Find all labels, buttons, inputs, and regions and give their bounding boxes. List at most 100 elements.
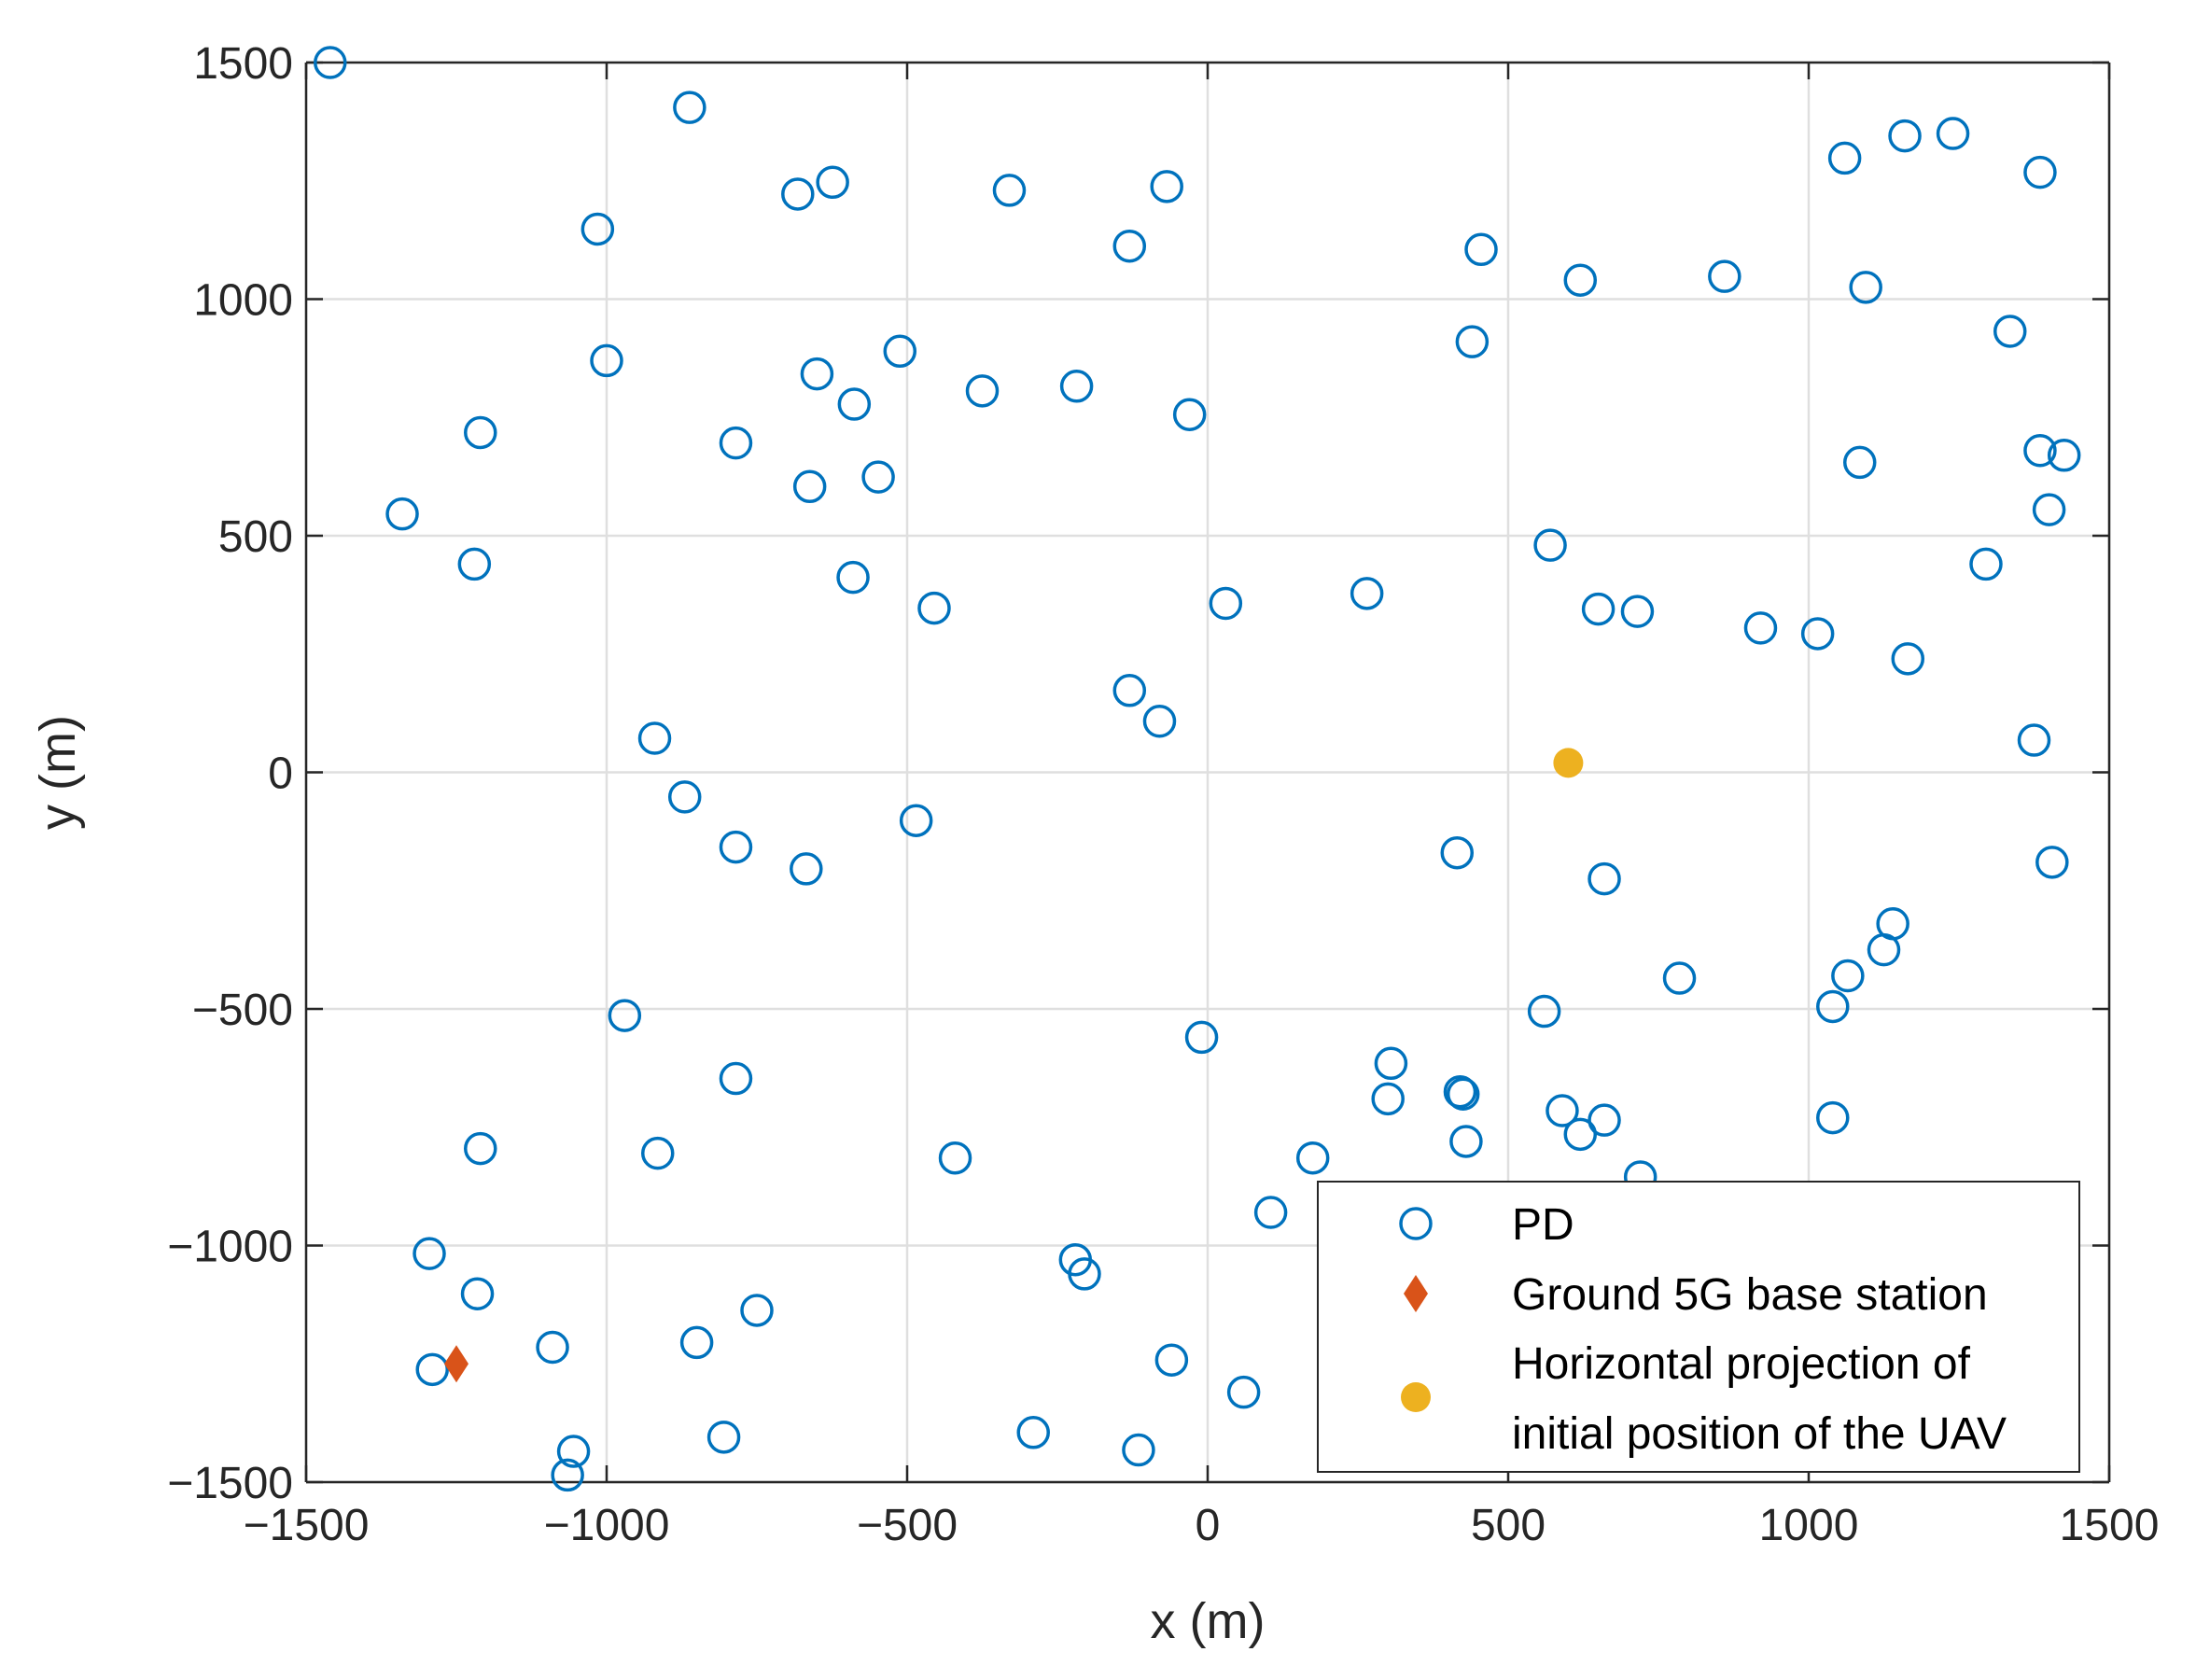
pd-point-2 [580,212,615,246]
legend-pd-label: PD [1512,1200,1574,1250]
pd-point-59 [1449,1125,1483,1158]
pd-point-69 [1831,959,1865,993]
pd-point-28 [667,780,702,814]
pd-point-25 [1112,674,1147,707]
pd-point-88 [1464,232,1498,267]
y-tick-label: −1000 [167,1223,293,1272]
pd-point-39 [460,1277,495,1310]
pd-point-78 [1620,595,1655,628]
pd-point-13 [1059,370,1094,403]
legend-box [1317,1181,2080,1473]
pd-point-60 [1440,835,1475,870]
pd-point-33 [719,1061,753,1096]
pd-point-44 [679,1325,714,1360]
x-tick-label: 500 [1471,1501,1546,1550]
pd-point-79 [1581,592,1616,626]
pd-point-30 [790,852,823,886]
pd-point-32 [608,999,642,1032]
legend-base-station-label: Ground 5G base station [1512,1270,1988,1320]
pd-point-31 [899,804,933,837]
pd-point-22 [917,591,951,625]
pd-point-87 [1455,325,1490,358]
pd-point-27 [637,721,672,755]
pd-point-24 [1350,577,1384,610]
x-tick-label: −1500 [244,1501,370,1550]
uav-initial-position-point [1553,748,1584,778]
pd-point-81 [1969,547,2003,581]
y-tick-label: −500 [192,986,293,1035]
pd-point-3 [781,177,815,211]
legend-uav-marker [1401,1382,1431,1412]
y-tick-label: 1500 [193,39,293,89]
pd-point-90 [1708,259,1741,293]
pd-point-75 [1891,642,1925,676]
y-axis-ticks: −1500 −1000 −500 0 500 1000 1500 [167,39,2109,1508]
pd-point-6 [1150,170,1183,203]
pd-point-49 [1068,1257,1101,1291]
pd-point-74 [2017,723,2051,757]
x-tick-label: 0 [1196,1501,1221,1550]
pd-point-9 [883,334,917,369]
pd-point-19 [385,497,419,531]
pd-point-14 [1172,398,1207,431]
pd-point-84 [2047,439,2081,472]
pd-point-29 [719,830,753,864]
pd-point-71 [1876,906,1909,941]
pd-point-16 [719,426,753,460]
pd-point-52 [1226,1375,1261,1409]
pd-point-0 [314,46,347,79]
pd-point-43 [551,1458,584,1492]
pd-point-42 [556,1435,591,1468]
pd-point-54 [1295,1141,1330,1175]
pd-point-73 [2035,846,2069,879]
y-tick-label: 1000 [193,276,293,326]
data-marks [314,46,2081,1492]
pd-point-1 [673,91,706,124]
pd-point-10 [800,357,834,391]
pd-point-18 [861,460,895,494]
pd-point-34 [938,1141,972,1175]
legend-uav-label-line-1: Horizontal projection of [1512,1339,1971,1389]
y-tick-label: −1500 [167,1459,293,1508]
pd-point-8 [590,343,623,378]
pd-point-40 [415,1352,449,1387]
pd-point-64 [1588,1103,1621,1137]
pd-point-68 [1816,989,1850,1024]
x-tick-label: 1000 [1759,1501,1859,1550]
pd-point-56 [1371,1082,1405,1116]
pd-point-35 [1184,1020,1219,1055]
legend: PD Ground 5G base station Horizontal proje… [1317,1181,2080,1473]
x-axis-label: x (m) [1151,1593,1266,1649]
pd-point-46 [706,1421,741,1454]
x-tick-label: −500 [857,1501,958,1550]
pd-point-26 [1142,704,1177,738]
pd-point-94 [1936,117,1970,150]
pd-point-20 [457,547,492,581]
pd-point-80 [1533,528,1567,562]
pd-point-4 [816,165,849,200]
pd-point-92 [1827,141,1862,175]
pd-point-7 [1112,229,1147,263]
base-station-point [444,1345,469,1383]
pd-point-61 [1527,994,1561,1029]
x-tick-label: 1500 [2060,1501,2160,1550]
pd-point-86 [1993,315,2027,348]
pd-point-91 [1849,271,1882,304]
pd-point-82 [2032,493,2066,526]
pd-point-77 [1743,611,1778,645]
pd-point-85 [1842,445,1877,480]
legend-base-station-marker [1404,1275,1428,1312]
pd-point-51 [1154,1343,1189,1377]
pd-point-72 [1816,1100,1850,1135]
pd-point-45 [740,1294,774,1327]
pd-point-11 [837,387,872,421]
pd-point-58 [1446,1077,1480,1112]
pd-point-95 [2023,155,2057,189]
x-axis-ticks: −1500 −1000 −500 0 500 1000 1500 [244,63,2160,1550]
legend-uav-label-line-2: initial position of the UAV [1512,1409,2007,1459]
y-axis-label: y (m) [30,715,86,830]
pd-point-5 [992,174,1027,207]
pd-point-36 [464,1131,497,1166]
x-tick-label: −1000 [544,1501,670,1550]
